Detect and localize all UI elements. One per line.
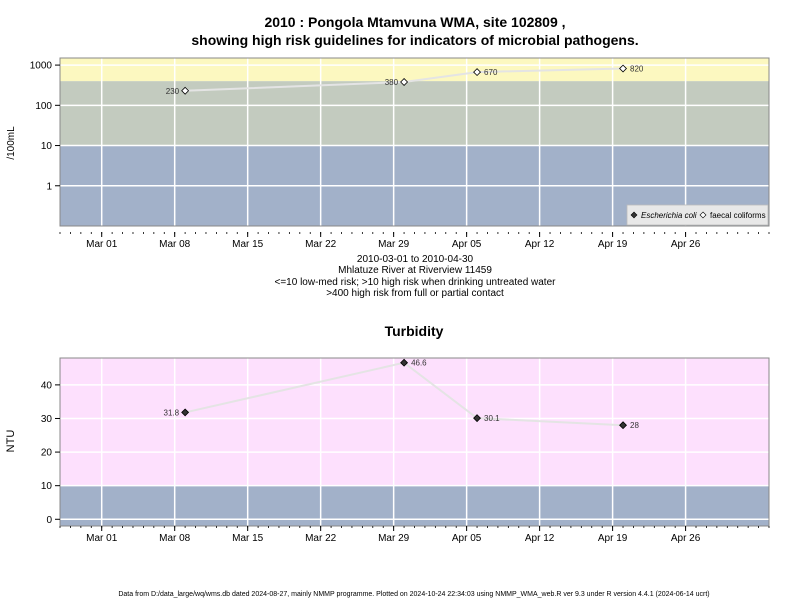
chart1-title-line2: showing high risk guidelines for indicat… [191, 32, 638, 48]
chart2-series-line-0 [184, 361, 624, 427]
chart1-caption-site: Mhlatuze River at Riverview 11459 [338, 265, 492, 276]
chart1-legend-box [626, 204, 769, 226]
chart1-x-tick-label-3: Mar 22 [305, 239, 337, 250]
chart1-y-axis-label: /100mL [6, 126, 17, 160]
chart1-legend-label-ecoli: Escherichia coli [641, 211, 697, 220]
chart2-risk-band-1 [60, 358, 769, 486]
chart2-y-tick-label-1: 10 [41, 481, 53, 492]
chart1-x-tick-label-4: Mar 29 [378, 239, 410, 250]
chart1-y-tick-label-3: 1000 [30, 61, 53, 72]
chart1-plot-area: 1 10 100 1000 Mar 01 Mar 08 Mar 15 Mar 22 Mar 29… [30, 57, 770, 250]
footer-note: Data from D:/data_large/wq/wms.db dated … [118, 591, 709, 598]
chart1-series-line-1 [185, 67, 624, 92]
chart2-title: Turbidity [385, 323, 444, 339]
chart1-caption-risk-low: <=10 low-med risk; >10 high risk when dr… [275, 277, 557, 288]
chart2-y-tick-label-4: 40 [41, 380, 53, 391]
chart2-y-tick-label-2: 20 [41, 448, 53, 459]
chart2-data-label-0-0: 31.8 [164, 408, 180, 417]
chart1-risk-band-1 [60, 81, 769, 146]
chart2-data-point-0-2 [473, 414, 482, 423]
chart1-data-label-1-2: 670 [484, 68, 498, 77]
chart2-data-label-0-3: 28 [630, 421, 639, 430]
chart1-data-point-1-2 [473, 68, 482, 77]
chart1-x-tick-label-1: Mar 08 [159, 239, 191, 250]
chart2-x-tick-label-7: Apr 19 [598, 533, 628, 544]
chart1-data-label-1-1: 380 [385, 78, 399, 87]
chart1-y-tick-label-0: 1 [46, 181, 52, 192]
chart1-y-tick-label-2: 100 [35, 101, 52, 112]
chart1-x-tick-label-6: Apr 12 [525, 239, 555, 250]
chart1-data-label-1-0: 230 [166, 87, 180, 96]
chart1-x-tick-label-7: Apr 19 [598, 239, 628, 250]
chart1-data-point-1-1 [400, 78, 409, 86]
chart1-x-tick-label-2: Mar 15 [232, 239, 264, 250]
chart2-y-tick-label-0: 0 [46, 515, 52, 526]
chart2-x-tick-label-5: Apr 05 [452, 533, 482, 544]
chart1-title-line1: 2010 : Pongola Mtamvuna WMA, site 102809… [264, 14, 565, 30]
chart2-y-axis-label: NTU [5, 430, 17, 453]
chart2-plot-area: 0 10 20 30 40 Mar 01 Mar 08 Mar 15 Mar 22 Mar 29 A… [41, 357, 770, 544]
chart2-x-tick-label-4: Mar 29 [378, 533, 410, 544]
chart1-legend-label-faecal: faecal coliforms [710, 211, 766, 220]
chart1-x-tick-label-8: Apr 26 [671, 239, 701, 250]
chart1-plot-frame [59, 57, 770, 227]
chart1-x-tick-label-0: Mar 01 [86, 239, 118, 250]
chart2-x-tick-label-1: Mar 08 [159, 533, 191, 544]
chart1-data-point-1-3 [619, 64, 627, 73]
chart2-y-tick-label-3: 30 [41, 414, 53, 425]
chart2-data-point-0-0 [181, 408, 190, 417]
chart2-x-tick-label-3: Mar 22 [305, 533, 337, 544]
chart1-x-tick-label-5: Apr 05 [452, 239, 482, 250]
chart1-legend-marker-faecal [699, 211, 707, 219]
chart1-y-tick-label-1: 10 [41, 141, 53, 152]
chart2-x-tick-label-6: Apr 12 [525, 533, 555, 544]
chart2-x-tick-label-2: Mar 15 [232, 533, 264, 544]
chart1-caption-risk-high: >400 high risk from full or partial cont… [326, 288, 504, 299]
chart2-data-point-0-3 [619, 421, 627, 430]
chart1-data-label-1-3: 820 [630, 65, 644, 74]
chart2-data-label-0-1: 46.6 [411, 359, 427, 368]
chart2-data-point-0-1 [400, 358, 409, 367]
chart1-risk-band-2 [60, 58, 769, 82]
chart1-data-point-1-0 [181, 86, 190, 95]
chart1-legend-marker-ecoli [630, 211, 638, 219]
chart2-x-tick-label-8: Apr 26 [671, 533, 701, 544]
chart1-caption-date-range: 2010-03-01 to 2010-04-30 [357, 254, 474, 265]
chart2-data-label-0-2: 30.1 [484, 414, 500, 423]
chart2-x-tick-label-0: Mar 01 [86, 533, 118, 544]
